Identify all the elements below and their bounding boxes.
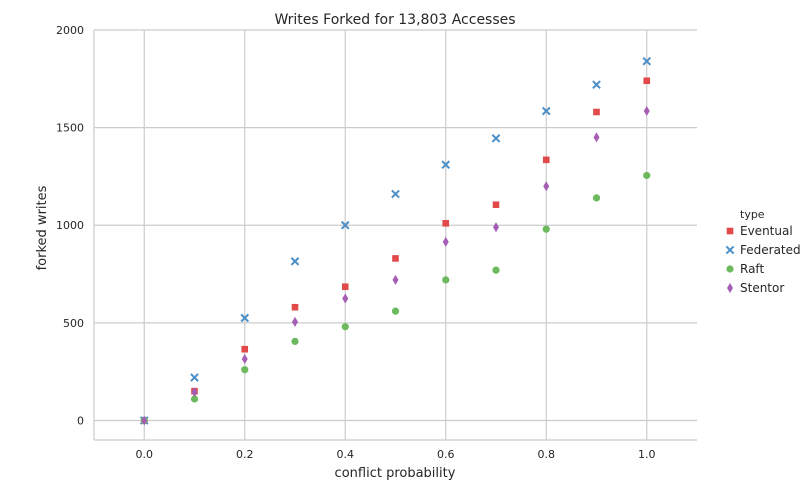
x-tick-label: 1.0 — [638, 448, 656, 461]
point-federated — [391, 189, 400, 199]
legend-label-stentor: Stentor — [740, 281, 784, 295]
point-raft — [241, 366, 249, 374]
point-federated — [541, 106, 551, 116]
point-raft — [542, 225, 550, 233]
x-axis-label: conflict probability — [335, 466, 456, 481]
grid — [94, 29, 697, 440]
point-stentor — [292, 316, 298, 327]
point-raft — [643, 171, 651, 180]
point-eventual — [442, 219, 450, 227]
point-eventual — [542, 156, 550, 164]
point-eventual — [492, 201, 500, 209]
legend-marker-federated — [725, 245, 735, 255]
legend-title: type — [740, 208, 765, 221]
point-raft — [442, 276, 450, 284]
point-federated — [240, 313, 250, 323]
x-tick-label: 0.8 — [538, 448, 556, 461]
point-raft — [190, 395, 199, 403]
point-stentor — [442, 236, 449, 247]
point-eventual — [241, 345, 249, 353]
point-eventual — [341, 283, 349, 291]
point-stentor — [141, 415, 148, 426]
y-tick-label: 500 — [63, 317, 84, 330]
point-raft — [592, 194, 601, 202]
y-axis-label: forked writes — [35, 185, 50, 270]
x-tick-label: 0.0 — [136, 448, 154, 461]
point-stentor — [241, 353, 248, 364]
legend: type Eventual Federated Raft Stentor — [725, 208, 801, 295]
y-tick-label: 1000 — [56, 219, 84, 232]
point-federated — [592, 80, 601, 89]
point-eventual — [593, 108, 600, 116]
data-points — [139, 56, 652, 426]
y-tick-label: 2000 — [56, 24, 84, 37]
point-eventual — [291, 303, 299, 311]
point-raft — [341, 323, 349, 331]
point-raft — [391, 307, 400, 315]
point-raft — [492, 266, 500, 274]
x-tick-label: 0.6 — [437, 448, 455, 461]
legend-marker-raft — [726, 265, 734, 273]
point-stentor — [643, 106, 650, 117]
legend-label-federated: Federated — [740, 243, 801, 257]
y-tick-label: 1500 — [56, 122, 84, 135]
legend-marker-eventual — [726, 227, 734, 235]
legend-marker-stentor — [727, 283, 733, 293]
point-eventual — [392, 255, 399, 262]
tick-labels: 0.0 0.2 0.4 0.6 0.8 1.0 0 500 1000 1500 2000 — [56, 24, 656, 461]
point-federated — [190, 373, 199, 382]
y-tick-label: 0 — [77, 414, 84, 427]
point-federated — [642, 56, 652, 66]
chart-title: Writes Forked for 13,803 Accesses — [274, 12, 515, 28]
axes — [93, 30, 697, 441]
point-stentor — [191, 387, 198, 398]
point-federated — [441, 160, 451, 170]
point-federated — [340, 220, 350, 230]
point-federated — [290, 257, 300, 266]
point-stentor — [593, 132, 600, 143]
legend-label-raft: Raft — [740, 262, 764, 276]
legend-label-eventual: Eventual — [740, 224, 793, 238]
point-stentor — [392, 274, 399, 285]
point-eventual — [643, 77, 651, 85]
x-tick-label: 0.4 — [337, 448, 355, 461]
point-stentor — [543, 181, 550, 192]
x-tick-label: 0.2 — [236, 448, 254, 461]
point-raft — [291, 337, 299, 346]
point-stentor — [493, 222, 499, 233]
point-stentor — [342, 293, 349, 304]
point-federated — [491, 134, 501, 143]
